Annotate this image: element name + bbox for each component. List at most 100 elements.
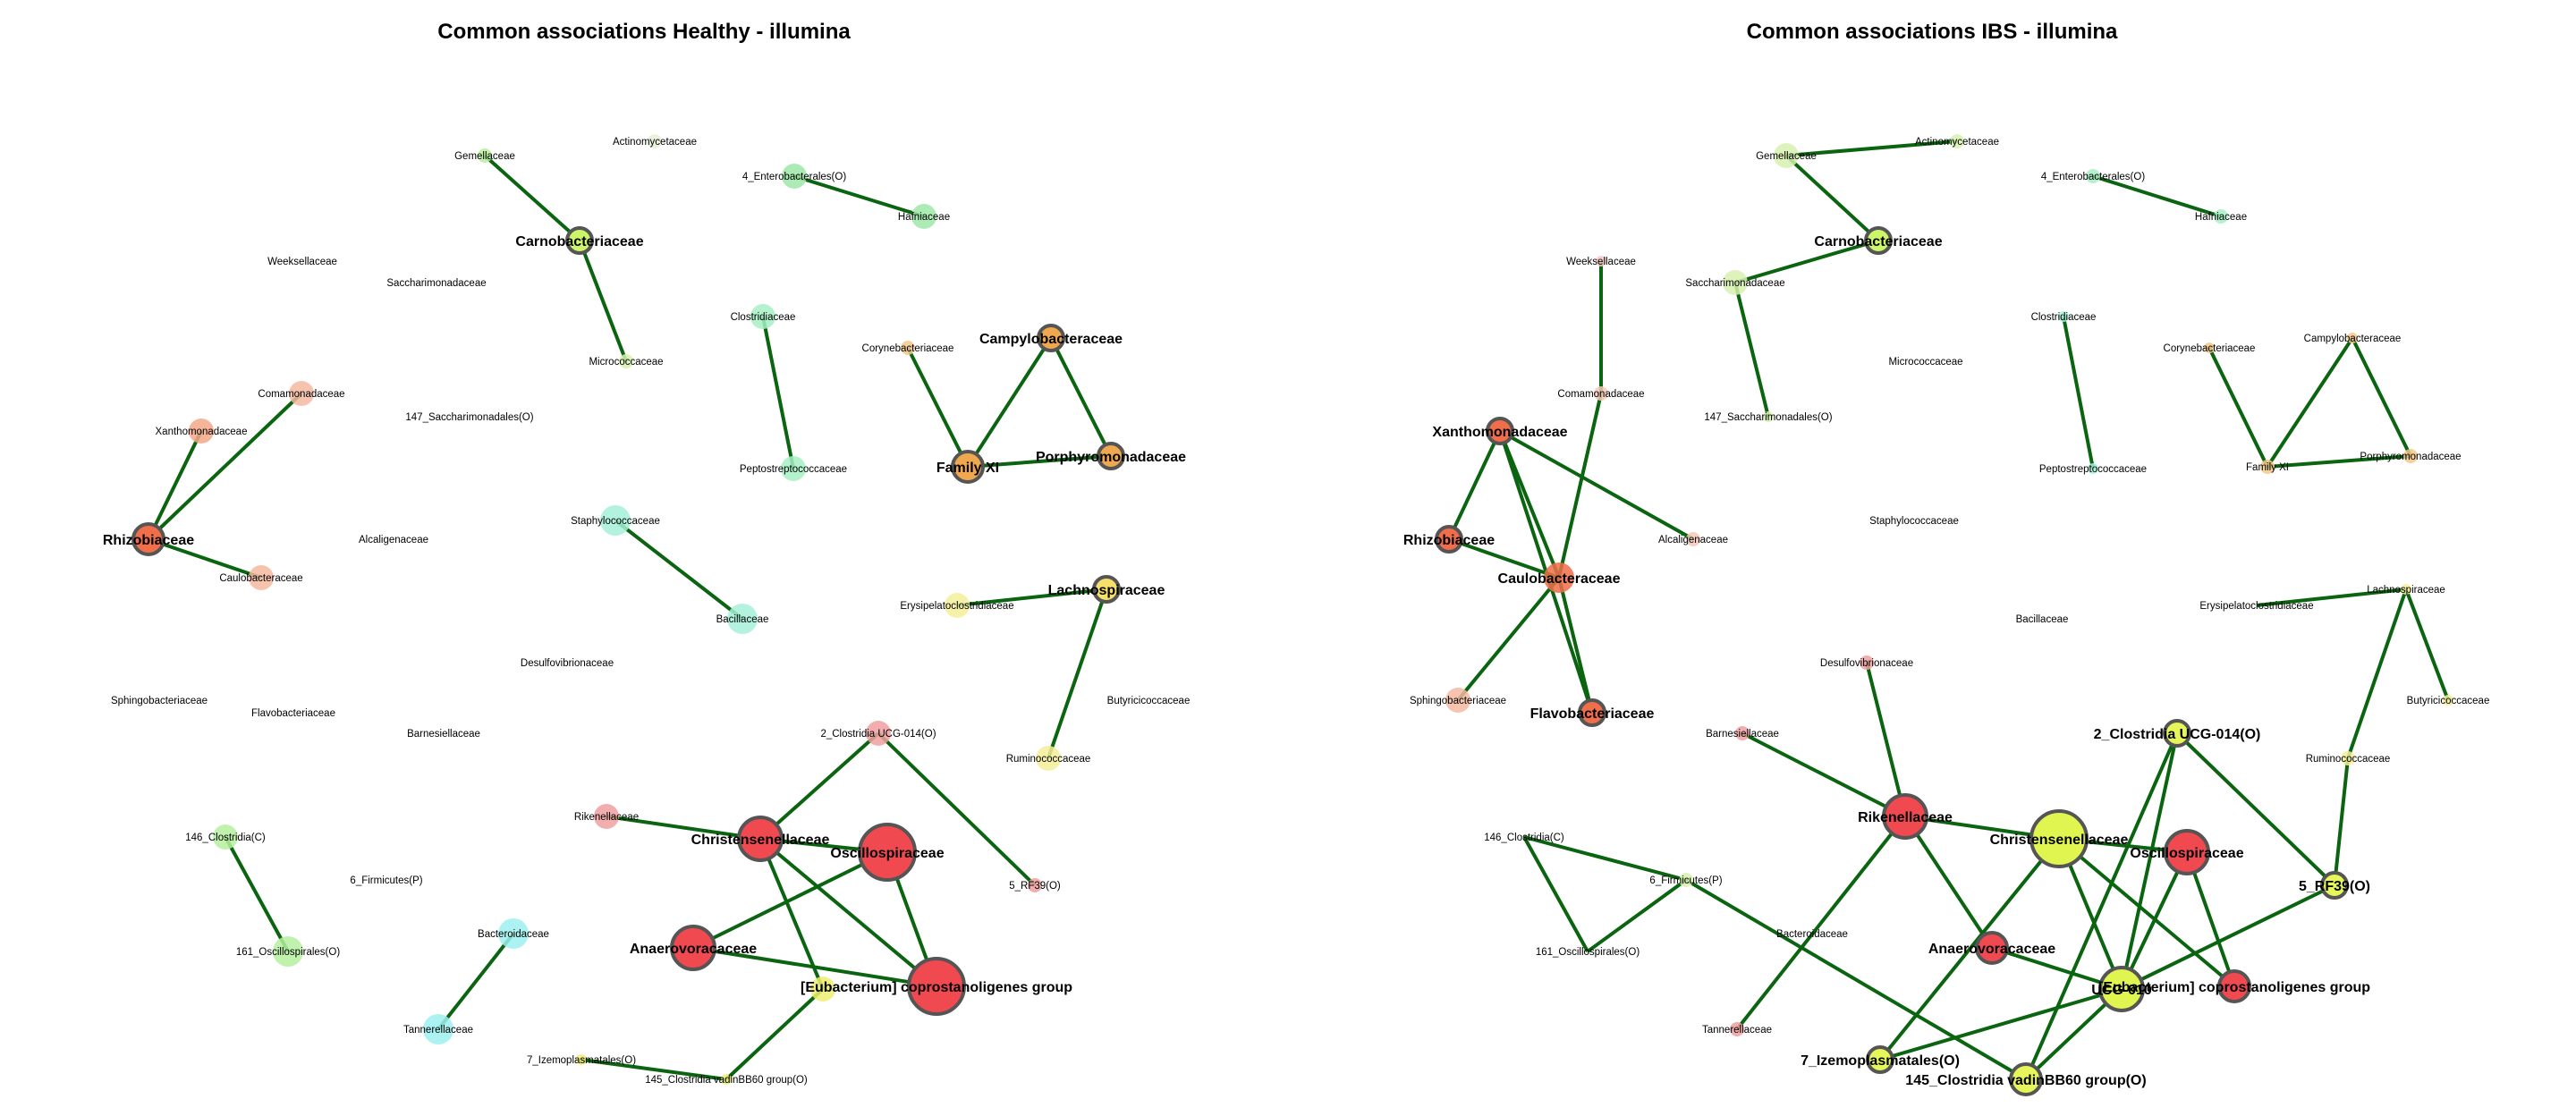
node-des[interactable] [1860,655,1874,670]
node-chr[interactable] [2029,809,2089,868]
node-por[interactable] [2403,449,2418,463]
node-bcd[interactable] [498,918,529,949]
node-ent[interactable] [2086,169,2100,183]
node-o161[interactable] [273,936,303,967]
edge-bar-rik [1741,731,1906,818]
node-fla[interactable] [1578,698,1606,727]
node-label-rum: Ruminococcaceae [1006,754,1091,765]
node-com[interactable] [289,381,314,406]
node-label-sph: Sphingobacteriaceae [111,696,208,706]
node-label-ent: 4_Enterobacterales(O) [742,172,847,182]
node-vad[interactable] [2009,1062,2043,1096]
node-ucg[interactable] [810,976,835,1002]
node-ana[interactable] [670,925,716,971]
node-bac[interactable] [727,604,758,634]
node-s147[interactable] [1763,411,1774,422]
node-tan[interactable] [1730,1022,1744,1036]
node-c146[interactable] [213,824,238,850]
node-label-gem: Gemellaceae [1756,151,1817,162]
node-fir[interactable] [1679,873,1693,887]
node-cam[interactable] [1037,324,1065,352]
node-fam[interactable] [2260,460,2275,474]
node-cau[interactable] [249,565,274,590]
node-xan[interactable] [189,418,214,444]
node-lac[interactable] [1092,575,1121,604]
node-cam[interactable] [2347,333,2358,343]
node-cls[interactable] [750,304,775,329]
node-cau[interactable] [1544,562,1574,593]
node-com[interactable] [1594,386,1608,401]
node-rf39[interactable] [1028,878,1042,892]
node-por[interactable] [1097,442,1125,470]
node-ent[interactable] [782,164,807,189]
node-bar[interactable] [1735,726,1750,740]
node-alc[interactable] [1686,532,1700,546]
node-pep[interactable] [2088,463,2098,474]
node-osc[interactable] [858,823,917,882]
edge-gem-car [1784,154,1880,242]
node-vad[interactable] [721,1074,732,1085]
node-cor[interactable] [2204,342,2215,353]
node-c2[interactable] [866,721,891,746]
node-haf[interactable] [2214,209,2228,224]
node-haf[interactable] [911,204,936,229]
node-gem[interactable] [478,148,492,163]
edge-lac-rum [1046,588,1108,759]
node-rhi[interactable] [1435,525,1463,554]
node-c2[interactable] [2163,719,2191,748]
node-ery[interactable] [945,593,970,618]
edge-ent-haf [793,174,925,218]
node-wee[interactable] [1596,256,1606,266]
edge-xan-rhi [147,430,203,540]
node-label-com: Comamonadaceae [1557,389,1644,400]
node-rik[interactable] [594,804,619,829]
node-label-rik: Rikenellaceae [1858,810,1953,825]
node-rhi[interactable] [131,522,165,556]
node-cls[interactable] [2058,311,2069,322]
edge-chr-euc [758,837,938,988]
node-label-euc: [Eubacterium] coprostanoligenes group [2098,980,2370,995]
node-act[interactable] [648,134,662,148]
node-label-rum: Ruminococcaceae [2306,754,2391,765]
node-label-osc: Oscillospiraceae [2130,846,2243,861]
node-sph[interactable] [1445,688,1470,713]
node-label-ize: 7_Izemoplasmatales(O) [527,1055,636,1066]
node-label-bac: Bacillaceae [2016,614,2069,625]
node-rik[interactable] [1882,793,1928,840]
node-but[interactable] [2443,695,2453,706]
node-lac[interactable] [2401,584,2411,595]
node-ize[interactable] [1866,1045,1894,1074]
node-rf39[interactable] [2320,871,2349,900]
node-act[interactable] [1950,134,1964,148]
node-label-xan: Xanthomonadaceae [1432,425,1567,440]
node-rum[interactable] [1036,746,1061,771]
node-osc[interactable] [2164,829,2210,875]
node-ize[interactable] [576,1054,587,1065]
node-euc[interactable] [907,957,966,1016]
node-fam[interactable] [951,450,985,484]
node-pep[interactable] [781,456,806,481]
node-car[interactable] [1864,226,1893,255]
node-xan[interactable] [1486,417,1514,445]
node-ana[interactable] [1975,931,2009,965]
node-label-rhi: Rhizobiaceae [1403,533,1495,548]
edge-cau-fla [1557,577,1594,714]
node-chr[interactable] [737,816,784,862]
node-tan[interactable] [423,1014,453,1044]
node-cor[interactable] [901,341,915,355]
node-sac[interactable] [1723,270,1748,295]
node-rum[interactable] [2341,751,2355,765]
node-label-des: Desulfovibrionaceae [521,658,614,669]
node-mic[interactable] [619,354,633,368]
node-label-xan: Xanthomonadaceae [156,427,248,437]
node-label-gem: Gemellaceae [454,151,515,162]
edge-c2-vad [2024,732,2179,1080]
node-label-cau: Caulobacteraceae [219,573,302,584]
edge-osc-ucg [2120,851,2189,990]
node-gem[interactable] [1774,143,1799,168]
edge-osc-euc [2185,851,2236,987]
node-car[interactable] [565,226,594,255]
node-ucg[interactable] [2098,966,2145,1012]
node-sta[interactable] [600,505,631,536]
node-euc[interactable] [2217,969,2251,1003]
